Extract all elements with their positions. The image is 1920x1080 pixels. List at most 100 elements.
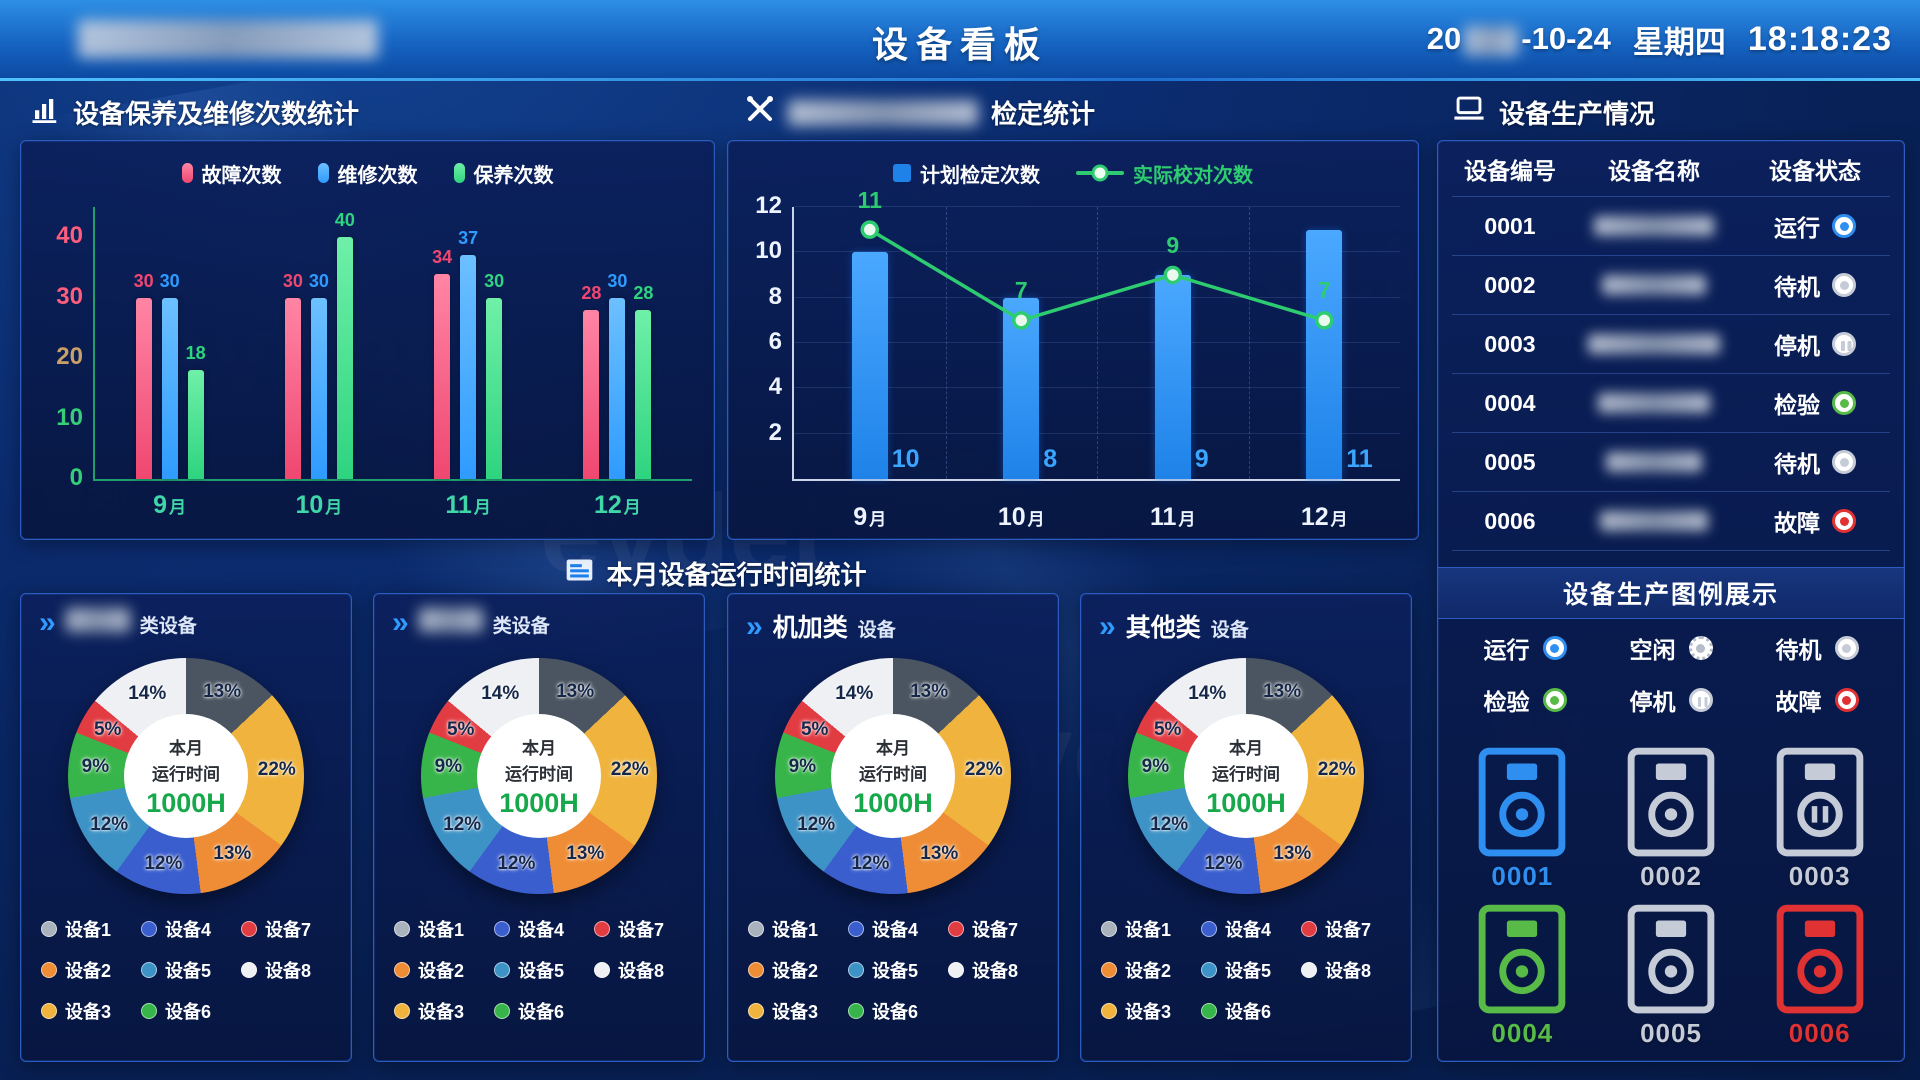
status-legend-item: 运行 [1452, 631, 1598, 665]
chevrons-icon: » [39, 606, 56, 639]
legend-item: 设备3 [1101, 998, 1201, 1024]
table-row[interactable]: 0001 运行 [1452, 197, 1890, 256]
legend-label: 设备8 [972, 961, 1019, 981]
legend-dot [41, 921, 57, 937]
legend-item: 设备7 [1301, 916, 1401, 942]
legend-label: 设备6 [1225, 1002, 1272, 1022]
machine-id-label: 0002 [1640, 861, 1702, 891]
machine-tile[interactable]: 0005 [1627, 904, 1715, 1049]
donut-center: 本月 运行时间 1000H [124, 714, 248, 838]
legend-item: 设备5 [141, 957, 241, 983]
line-series [860, 220, 1334, 330]
machine-icon [1479, 904, 1566, 1014]
donut-percent-label: 5% [1153, 718, 1182, 740]
gridline [794, 387, 1400, 389]
machine-icon [1627, 904, 1715, 1014]
bar: 30 [134, 271, 154, 479]
y-axis-tick: 2 [768, 418, 782, 446]
legend-dot [1201, 921, 1217, 937]
legend-item: 设备4 [141, 916, 241, 942]
status-text: 停机 [1774, 333, 1820, 359]
bar-value-label: 18 [185, 343, 206, 364]
legend-label: 设备3 [772, 1002, 819, 1022]
legend-item: 设备6 [848, 998, 948, 1024]
legend-label: 运行 [1483, 637, 1530, 663]
machine-icon [1776, 747, 1863, 857]
donut-percent-label: 12% [851, 853, 890, 875]
gridline [945, 207, 947, 479]
donut-percent-label: 14% [1188, 682, 1227, 704]
stopped-status-icon [1832, 332, 1856, 356]
donut-percent-label: 13% [1263, 681, 1302, 703]
machine-tile[interactable]: 0003 [1776, 747, 1864, 892]
table-row[interactable]: 0006 故障 [1452, 492, 1890, 551]
table-row[interactable]: 0002 待机 [1452, 256, 1890, 315]
chevrons-icon: » [392, 606, 409, 639]
legend-label: 设备8 [1325, 961, 1372, 981]
device-name [1568, 452, 1740, 472]
legend-label: 设备6 [872, 1002, 919, 1022]
table-header: 设备编号 设备名称 设备状态 [1452, 141, 1890, 197]
legend-item: 设备5 [1201, 957, 1301, 983]
table-row[interactable]: 0005 待机 [1452, 433, 1890, 492]
legend-item: 设备6 [141, 998, 241, 1024]
donut-percent-label: 5% [800, 718, 829, 740]
device-status: 待机 [1740, 445, 1890, 479]
inspect-status-icon [1832, 391, 1856, 415]
donut-percent-label: 13% [566, 843, 605, 865]
gridline [794, 432, 1400, 434]
donut-percent-label: 13% [1273, 843, 1312, 865]
table-row[interactable]: 0003 停机 [1452, 315, 1890, 374]
bar-value-label: 8 [1043, 445, 1058, 473]
donut-percent-label: 12% [1204, 853, 1243, 875]
bar [1306, 229, 1343, 479]
laptop-icon [1452, 95, 1486, 130]
table-row[interactable]: 0004 检验 [1452, 374, 1890, 433]
bar-chart-icon [30, 94, 60, 131]
machine-tile[interactable]: 0004 [1478, 904, 1566, 1049]
bar: 30 [607, 271, 627, 479]
device-id: 0003 [1484, 330, 1536, 357]
bar-value-label: 28 [581, 282, 602, 303]
blurred-device-name [1606, 452, 1702, 472]
legend-label: 空闲 [1629, 637, 1676, 663]
maintenance-chart-panel: 故障次数 维修次数 保养次数 0 10 20 30 40 30 30 18 9 月 30 30 40 10 月 3… [20, 140, 715, 540]
date-text: 20 -10-24 [1426, 21, 1611, 56]
bar: 30 [484, 271, 504, 479]
donut-legend: 设备1 设备4 设备7 设备2 设备5 设备8 设备3 设备6 [41, 916, 341, 1024]
y-axis-tick: 40 [56, 222, 83, 250]
logo-blurred [78, 20, 378, 58]
donut-center: 本月 运行时间 1000H [477, 714, 601, 838]
machine-tile[interactable]: 0006 [1776, 904, 1864, 1049]
donut-percent-label: 9% [434, 756, 463, 778]
series-swatch-icon [453, 163, 465, 183]
legend-dot [1201, 962, 1217, 978]
donut-legend: 设备1 设备4 设备7 设备2 设备5 设备8 设备3 设备6 [394, 916, 694, 1024]
bar-value-label: 30 [308, 270, 329, 291]
line-value-label: 9 [1166, 232, 1180, 258]
legend-dot [748, 962, 764, 978]
legend-label: 设备2 [772, 961, 819, 981]
status-legend-item: 检验 [1452, 683, 1598, 717]
machine-tile[interactable]: 0002 [1627, 747, 1715, 892]
standby-status-icon [1834, 636, 1859, 660]
x-axis-label: 12 月 [1300, 503, 1348, 531]
status-legend-item: 空闲 [1598, 631, 1744, 665]
runtime-panel-header: » 类设备 [39, 608, 197, 638]
legend-label: 设备1 [772, 920, 819, 940]
panel-name-suffix: 设备 [1210, 620, 1249, 641]
y-axis-tick: 12 [755, 192, 782, 219]
blurred-year [1464, 25, 1519, 56]
machine-tile[interactable]: 0001 [1478, 747, 1566, 892]
legend-label: 故障次数 [201, 164, 282, 187]
legend-dot [141, 962, 157, 978]
legend-label: 设备4 [872, 920, 919, 940]
status-legend-item: 故障 [1744, 683, 1890, 717]
legend-dot [241, 921, 257, 937]
legend-label: 设备1 [418, 920, 465, 940]
device-table: 0001 运行 0002 待机 0003 停机 0004 检验 0005 待机 0006 故障 [1452, 197, 1890, 551]
legend-item: 设备3 [41, 998, 141, 1024]
bar-value-label: 30 [607, 270, 628, 291]
legend-label: 设备5 [1225, 961, 1272, 981]
